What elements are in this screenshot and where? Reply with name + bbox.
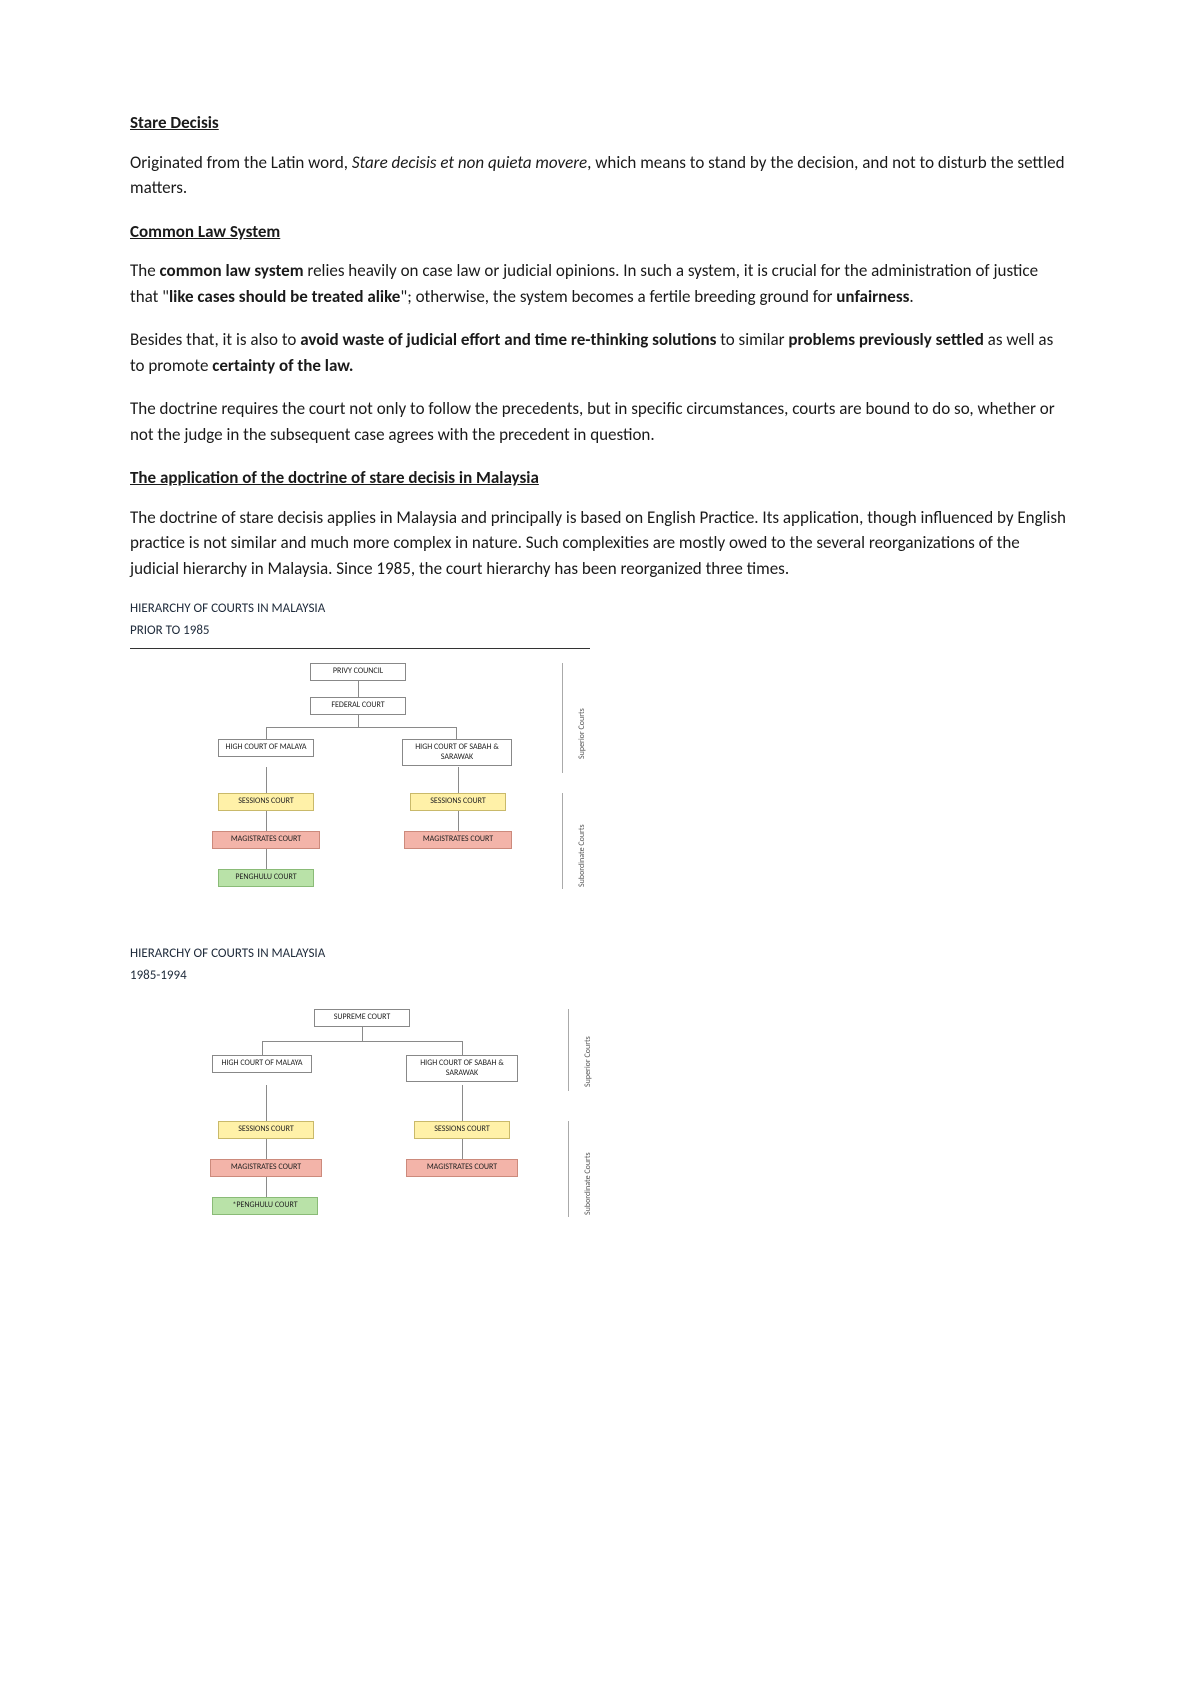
- node-high-court-sabah-sarawak: HIGH COURT OF SABAH & SARAWAK: [402, 739, 512, 766]
- diagram-area: HIERARCHY OF COURTS IN MALAYSIA PRIOR TO…: [130, 599, 590, 1269]
- connector: [462, 1139, 463, 1159]
- diagram-1-title: HIERARCHY OF COURTS IN MALAYSIA: [130, 599, 590, 619]
- connector: [266, 811, 267, 831]
- connector: [362, 1027, 363, 1041]
- paragraph-common-law: The common law system relies heavily on …: [130, 258, 1070, 309]
- connector: [358, 681, 359, 697]
- paragraph-doctrine: The doctrine requires the court not only…: [130, 396, 1070, 447]
- diagram-1: HIERARCHY OF COURTS IN MALAYSIA PRIOR TO…: [130, 599, 590, 918]
- connector: [462, 1041, 463, 1055]
- text-bold: problems previously settled: [788, 329, 983, 350]
- side-bar: [568, 1121, 569, 1217]
- node-federal-court: FEDERAL COURT: [310, 697, 406, 715]
- connector: [266, 1177, 267, 1197]
- paragraph-malaysia: The doctrine of stare decisis applies in…: [130, 505, 1070, 582]
- text: to similar: [716, 329, 788, 350]
- connector: [266, 767, 267, 793]
- text: The: [130, 260, 160, 281]
- text-bold: unfairness: [836, 286, 909, 307]
- heading-stare-decisis: Stare Decisis: [130, 110, 1070, 136]
- side-label-superior: Superior Courts: [576, 708, 588, 759]
- node-high-court-malaya: HIGH COURT OF MALAYA: [218, 739, 314, 757]
- side-bar: [562, 793, 563, 889]
- side-label-subordinate: Subordinate Courts: [582, 1152, 594, 1215]
- node-penghulu-court: PENGHULU COURT: [218, 869, 314, 887]
- paragraph-origin: Originated from the Latin word, Stare de…: [130, 150, 1070, 201]
- connector: [266, 1139, 267, 1159]
- text: "; otherwise, the system becomes a ferti…: [400, 286, 836, 307]
- diagram-1-subtitle: PRIOR TO 1985: [130, 621, 590, 641]
- node-magistrates-court-right: MAGISTRATES COURT: [404, 831, 512, 849]
- text-bold: certainty of the law.: [212, 355, 353, 376]
- text-italic: Stare decisis et non quieta movere: [352, 152, 587, 173]
- text-bold: avoid waste of judicial effort and time …: [300, 329, 716, 350]
- connector: [456, 727, 457, 739]
- text-bold: common law system: [160, 260, 304, 281]
- side-bar: [562, 663, 563, 773]
- connector: [262, 1041, 462, 1042]
- text-bold: like cases should be treated alike: [169, 286, 400, 307]
- paragraph-avoid-waste: Besides that, it is also to avoid waste …: [130, 327, 1070, 378]
- diagram-1-canvas: Superior Courts Subordinate Courts PRIVY…: [130, 648, 590, 918]
- node-magistrates-court-left: MAGISTRATES COURT: [210, 1159, 322, 1177]
- side-bar: [568, 1009, 569, 1091]
- heading-application-malaysia: The application of the doctrine of stare…: [130, 465, 1070, 491]
- diagram-2-title: HIERARCHY OF COURTS IN MALAYSIA: [130, 944, 590, 964]
- node-penghulu-court: *PENGHULU COURT: [212, 1197, 318, 1215]
- node-magistrates-court-right: MAGISTRATES COURT: [406, 1159, 518, 1177]
- connector: [458, 767, 459, 793]
- node-magistrates-court-left: MAGISTRATES COURT: [212, 831, 320, 849]
- diagram-2-subtitle: 1985-1994: [130, 966, 590, 986]
- connector: [266, 727, 456, 728]
- diagram-2-canvas: Superior Courts Subordinate Courts SUPRE…: [130, 1009, 590, 1269]
- diagram-2: HIERARCHY OF COURTS IN MALAYSIA 1985-199…: [130, 944, 590, 1269]
- text: .: [909, 286, 913, 307]
- text: Besides that, it is also to: [130, 329, 300, 350]
- node-sessions-court-right: SESSIONS COURT: [414, 1121, 510, 1139]
- connector: [262, 1041, 263, 1055]
- connector: [358, 715, 359, 727]
- connector: [458, 811, 459, 831]
- node-high-court-malaya: HIGH COURT OF MALAYA: [212, 1055, 312, 1073]
- connector: [266, 727, 267, 739]
- node-supreme-court: SUPREME COURT: [314, 1009, 410, 1027]
- text: Originated from the Latin word,: [130, 152, 352, 173]
- node-sessions-court-right: SESSIONS COURT: [410, 793, 506, 811]
- connector: [266, 849, 267, 869]
- heading-common-law: Common Law System: [130, 219, 1070, 245]
- node-high-court-sabah-sarawak: HIGH COURT OF SABAH & SARAWAK: [406, 1055, 518, 1082]
- node-privy-council: PRIVY COUNCIL: [310, 663, 406, 681]
- node-sessions-court-left: SESSIONS COURT: [218, 1121, 314, 1139]
- node-sessions-court-left: SESSIONS COURT: [218, 793, 314, 811]
- side-label-subordinate: Subordinate Courts: [576, 824, 588, 887]
- connector: [462, 1085, 463, 1121]
- connector: [266, 1085, 267, 1121]
- side-label-superior: Superior Courts: [582, 1036, 594, 1087]
